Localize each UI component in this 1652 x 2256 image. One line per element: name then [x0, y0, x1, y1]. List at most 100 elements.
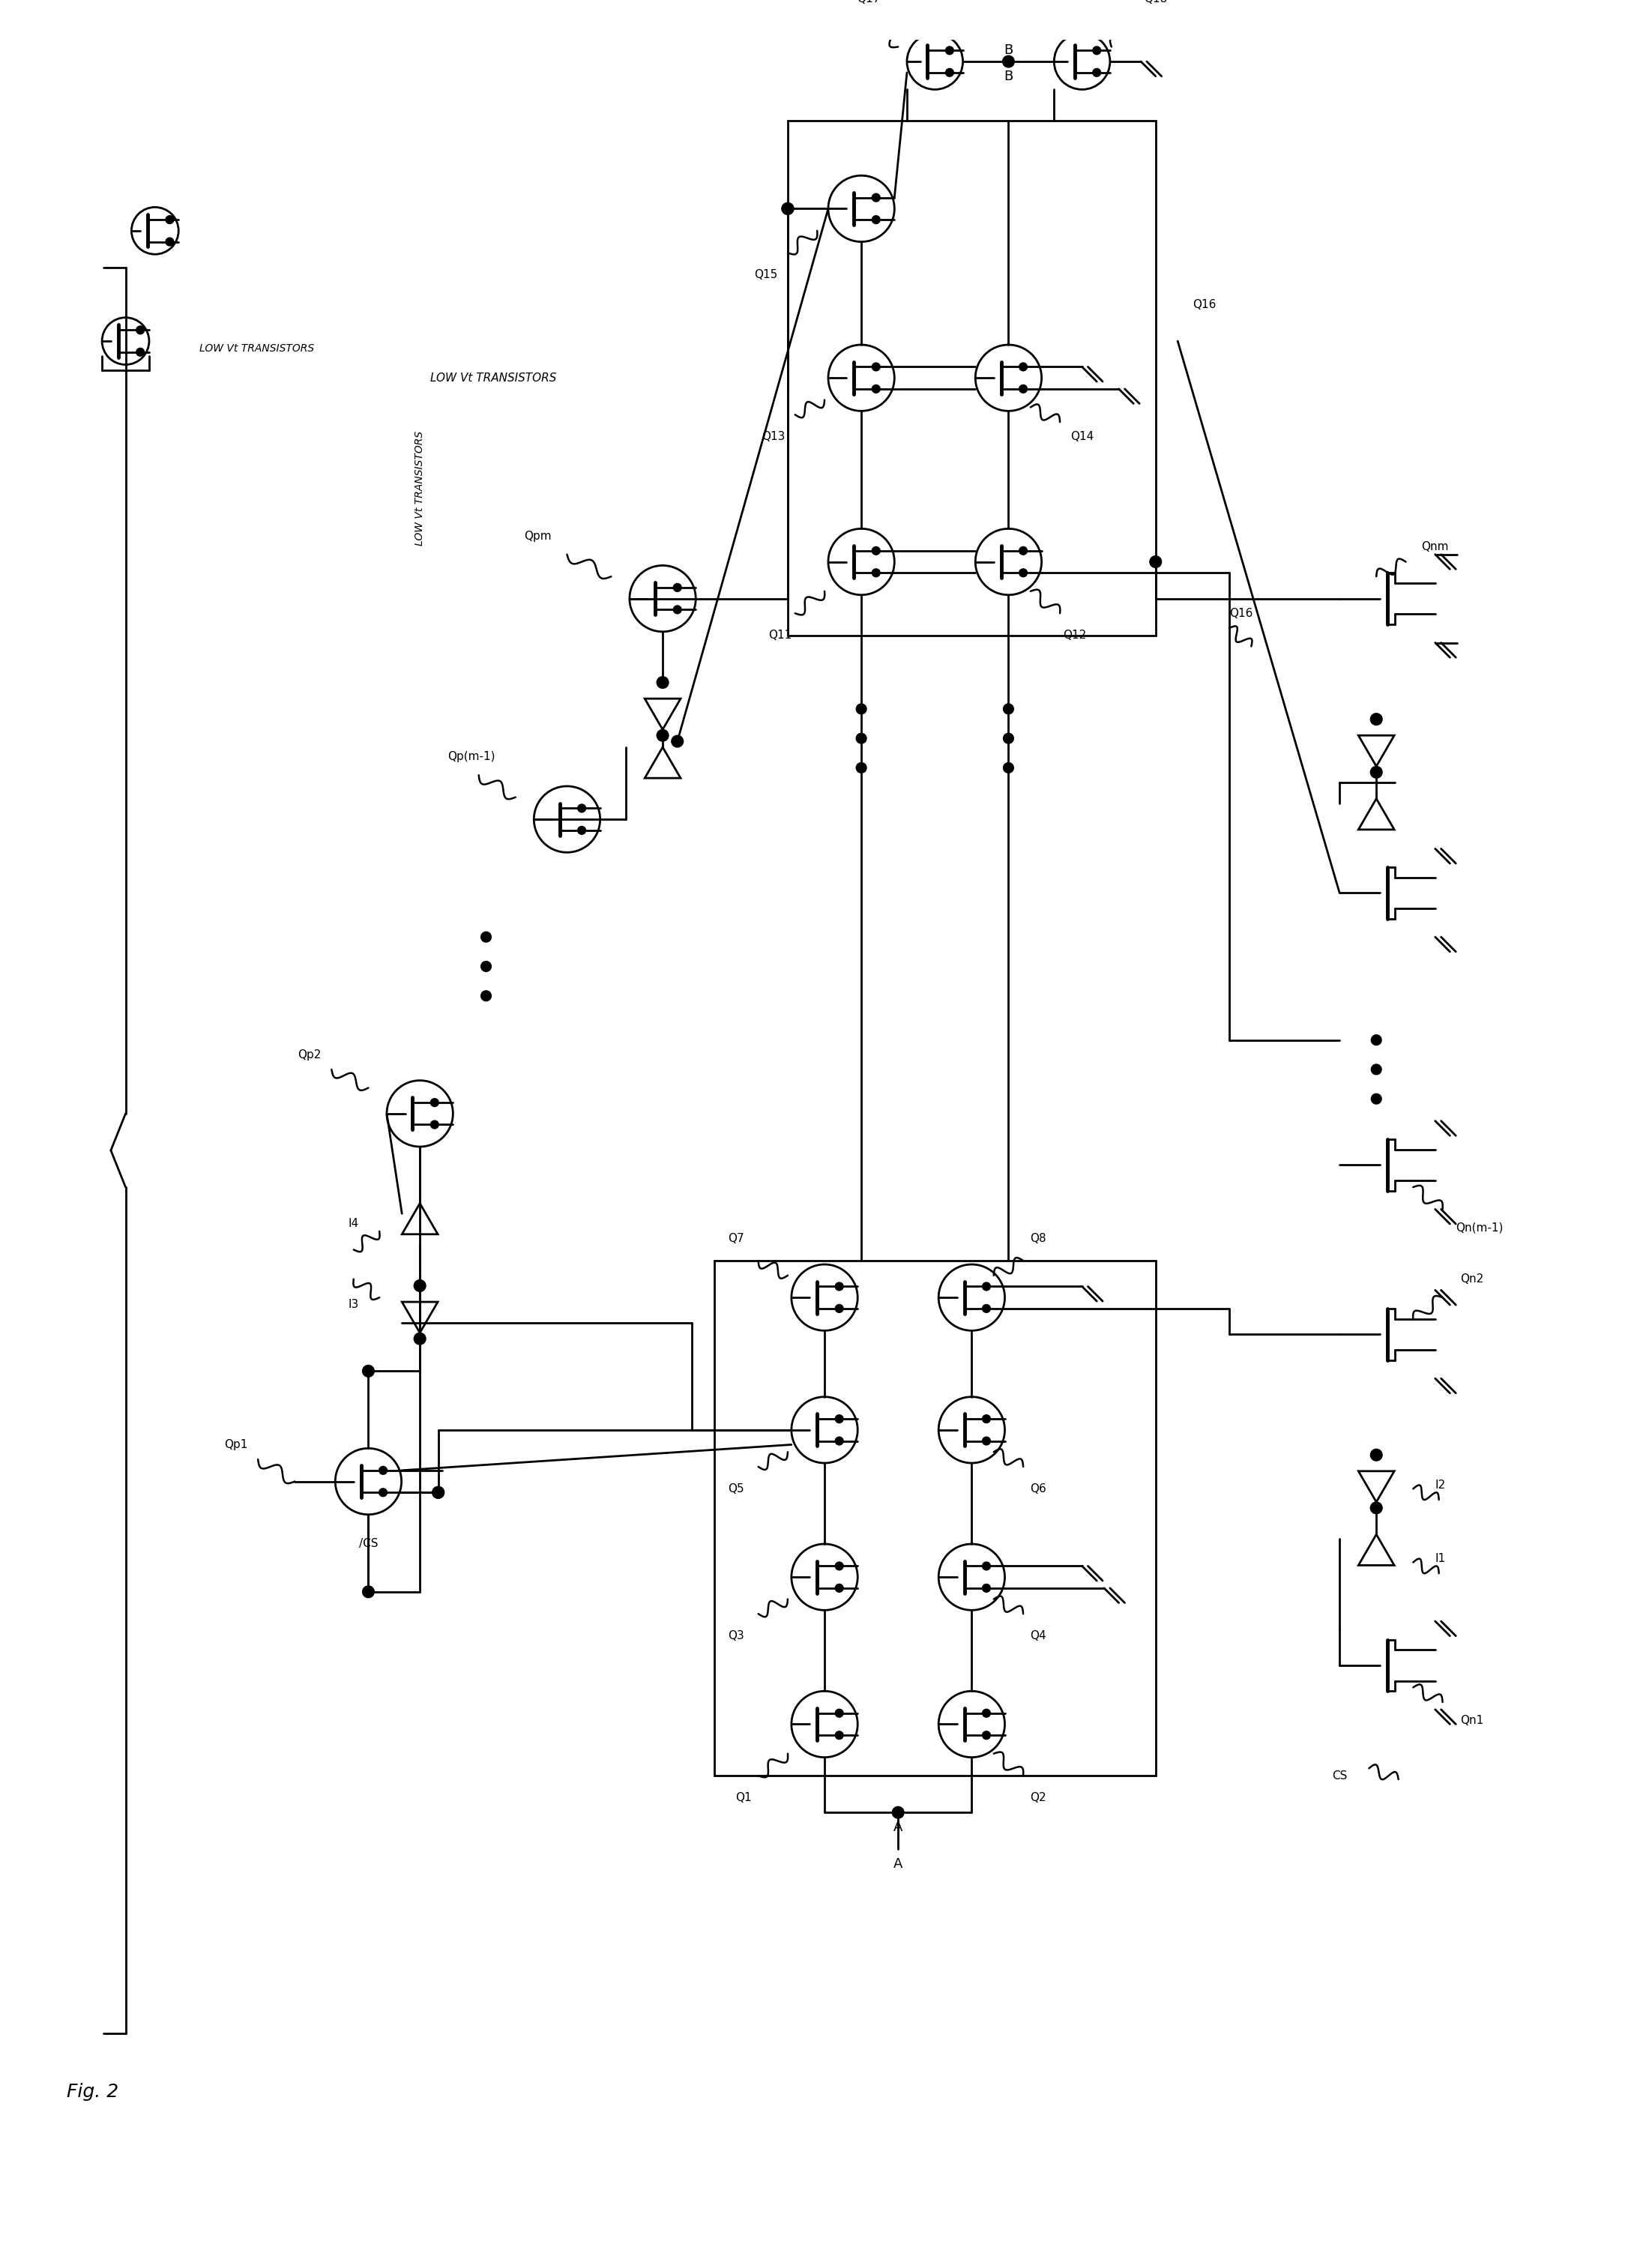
Text: Qnm: Qnm	[1421, 541, 1449, 553]
Text: I4: I4	[349, 1218, 358, 1230]
Circle shape	[657, 729, 669, 742]
Circle shape	[433, 1487, 444, 1498]
Circle shape	[1150, 555, 1161, 569]
Text: A: A	[894, 1821, 902, 1834]
Circle shape	[431, 1099, 439, 1108]
Circle shape	[1371, 767, 1383, 778]
Text: LOW Vt TRANSISTORS: LOW Vt TRANSISTORS	[200, 343, 314, 354]
Circle shape	[872, 386, 881, 393]
Circle shape	[983, 1584, 991, 1593]
Text: Fig. 2: Fig. 2	[66, 2082, 119, 2100]
Circle shape	[983, 1304, 991, 1313]
Circle shape	[415, 1333, 426, 1345]
Text: Qp2: Qp2	[297, 1049, 320, 1060]
Circle shape	[415, 1279, 426, 1293]
Circle shape	[1092, 47, 1100, 54]
Circle shape	[1003, 704, 1014, 715]
Text: LOW Vt TRANSISTORS: LOW Vt TRANSISTORS	[415, 431, 425, 546]
Text: Qp1: Qp1	[225, 1439, 248, 1451]
Circle shape	[431, 1121, 439, 1128]
Circle shape	[872, 217, 881, 223]
Circle shape	[856, 763, 866, 774]
Text: Q4: Q4	[1029, 1631, 1046, 1642]
Circle shape	[165, 217, 173, 223]
Circle shape	[983, 1281, 991, 1290]
Circle shape	[836, 1710, 843, 1717]
Circle shape	[872, 363, 881, 370]
Circle shape	[836, 1561, 843, 1570]
Text: Q2: Q2	[1029, 1791, 1046, 1803]
Circle shape	[872, 569, 881, 578]
Circle shape	[165, 237, 173, 246]
Circle shape	[1019, 546, 1028, 555]
Text: Q11: Q11	[768, 629, 791, 641]
Circle shape	[836, 1304, 843, 1313]
Text: Q7: Q7	[729, 1234, 745, 1245]
Circle shape	[1371, 1448, 1383, 1462]
Circle shape	[1371, 1502, 1383, 1514]
Circle shape	[836, 1281, 843, 1290]
Text: LOW Vt TRANSISTORS: LOW Vt TRANSISTORS	[430, 372, 557, 384]
Text: Qn(m-1): Qn(m-1)	[1455, 1223, 1503, 1234]
Circle shape	[1371, 1065, 1381, 1074]
Circle shape	[1371, 1036, 1381, 1045]
Text: A: A	[894, 1857, 902, 1870]
Text: I2: I2	[1436, 1480, 1446, 1491]
Circle shape	[872, 194, 881, 201]
Text: Q18: Q18	[1143, 0, 1168, 5]
Text: Q1: Q1	[735, 1791, 752, 1803]
Circle shape	[983, 1437, 991, 1446]
Circle shape	[1019, 363, 1028, 370]
Circle shape	[1092, 68, 1100, 77]
Text: Q12: Q12	[1062, 629, 1087, 641]
Circle shape	[781, 203, 793, 214]
Circle shape	[1003, 763, 1014, 774]
Circle shape	[674, 605, 681, 614]
Circle shape	[1003, 56, 1014, 68]
Circle shape	[362, 1365, 375, 1376]
Text: Q16: Q16	[1193, 298, 1216, 309]
Text: Q8: Q8	[1029, 1234, 1046, 1245]
Circle shape	[1371, 713, 1383, 724]
Text: B: B	[1004, 43, 1013, 56]
Text: Q6: Q6	[1029, 1482, 1046, 1493]
Circle shape	[836, 1437, 843, 1446]
Text: Q5: Q5	[729, 1482, 745, 1493]
Text: Qpm: Qpm	[524, 530, 552, 541]
Circle shape	[378, 1466, 387, 1475]
Circle shape	[983, 1710, 991, 1717]
Text: Qp(m-1): Qp(m-1)	[448, 751, 496, 763]
Text: Q3: Q3	[729, 1631, 745, 1642]
Circle shape	[836, 1415, 843, 1424]
Text: I1: I1	[1436, 1552, 1446, 1563]
Text: Qn2: Qn2	[1460, 1272, 1483, 1284]
Circle shape	[481, 990, 491, 1002]
Text: CS: CS	[1332, 1771, 1346, 1782]
Circle shape	[856, 704, 866, 715]
Text: Qn1: Qn1	[1460, 1715, 1483, 1726]
Circle shape	[781, 203, 793, 214]
Circle shape	[135, 347, 144, 356]
Circle shape	[945, 47, 953, 54]
Text: Q13: Q13	[762, 431, 785, 442]
Circle shape	[481, 932, 491, 943]
Circle shape	[362, 1586, 375, 1597]
Circle shape	[578, 803, 586, 812]
Circle shape	[983, 1415, 991, 1424]
Circle shape	[674, 584, 681, 591]
Circle shape	[836, 1584, 843, 1593]
Text: Q14: Q14	[1070, 431, 1094, 442]
Text: Q15: Q15	[753, 268, 778, 280]
Circle shape	[872, 546, 881, 555]
Circle shape	[1019, 386, 1028, 393]
Text: Q16: Q16	[1229, 607, 1252, 618]
Circle shape	[481, 961, 491, 972]
Text: /CS: /CS	[358, 1539, 378, 1550]
Circle shape	[433, 1487, 444, 1498]
Circle shape	[1003, 733, 1014, 744]
Circle shape	[983, 1730, 991, 1739]
Circle shape	[1019, 569, 1028, 578]
Text: Q17: Q17	[857, 0, 881, 5]
Circle shape	[657, 677, 669, 688]
Circle shape	[578, 826, 586, 835]
